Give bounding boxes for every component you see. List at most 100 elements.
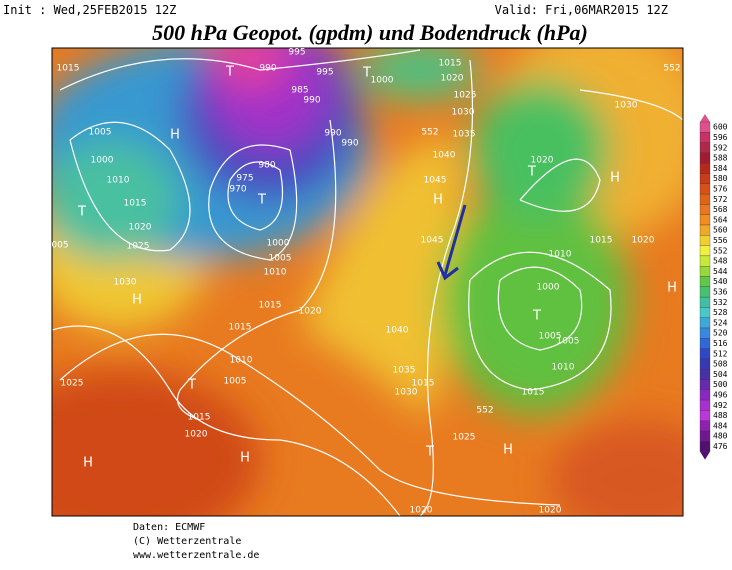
footer-source: Daten: ECMWF — [133, 522, 205, 533]
colorbar-swatch — [699, 327, 711, 339]
colorbar-label: 596 — [713, 133, 728, 142]
colorbar-swatch — [699, 204, 711, 215]
colorbar-label: 588 — [713, 154, 728, 163]
colorbar-swatch — [699, 183, 711, 195]
map-label: 1010 — [264, 268, 287, 278]
map-label: T — [225, 65, 234, 80]
colorbar-swatch — [699, 224, 711, 236]
colorbar-label: 600 — [713, 123, 728, 132]
colorbar-label: 528 — [713, 308, 728, 317]
colorbar-swatch — [699, 152, 711, 164]
colorbar-swatch — [699, 410, 711, 421]
map-label: 552 — [663, 64, 680, 74]
valid-time: Valid: Fri,06MAR2015 12Z — [495, 3, 668, 17]
map-label: 1030 — [114, 278, 137, 288]
colorbar-swatch — [699, 348, 711, 360]
colorbar-top — [700, 114, 710, 122]
map-label: 1035 — [453, 130, 476, 140]
map-label: 1005 — [539, 332, 562, 342]
map-label: 985 — [291, 86, 308, 96]
map-label: 1005 — [224, 377, 247, 387]
map-label: H — [240, 451, 250, 466]
colorbar-swatch — [699, 420, 711, 432]
map-label: 995 — [288, 48, 305, 58]
map-label: 1015 — [188, 413, 211, 423]
colorbar-label: 488 — [713, 411, 728, 420]
map-label: H — [83, 456, 93, 471]
colorbar-swatch — [699, 121, 711, 133]
map-label: 1010 — [549, 250, 572, 260]
colorbar-label: 580 — [713, 174, 728, 183]
map-label: 552 — [476, 406, 493, 416]
colorbar-swatch — [699, 276, 711, 287]
map-label: 1015 — [57, 64, 80, 74]
map-label: T — [362, 66, 371, 81]
colorbar-swatch — [699, 163, 711, 174]
map — [52, 48, 683, 516]
colorbar-label: 520 — [713, 329, 728, 338]
map-label: H — [132, 293, 142, 308]
map-label: 1025 — [453, 433, 476, 443]
footer-copyright: (C) Wetterzentrale — [133, 536, 241, 547]
colorbar-swatch — [699, 358, 711, 370]
map-label: 990 — [341, 139, 358, 149]
colorbar-label: 572 — [713, 195, 728, 204]
colorbar-swatch — [699, 307, 711, 318]
colorbar-label: 548 — [713, 257, 728, 266]
colorbar-swatch — [699, 193, 711, 205]
map-label: H — [433, 193, 443, 208]
colorbar-label: 492 — [713, 401, 728, 410]
title: 500 hPa Geopot. (gpdm) und Bodendruck (h… — [152, 20, 588, 45]
colorbar-label: 484 — [713, 421, 728, 430]
colorbar-label: 568 — [713, 205, 728, 214]
map-label: 1005 — [269, 254, 292, 264]
colorbar-swatch — [699, 317, 711, 329]
map-label: 1025 — [454, 91, 477, 101]
map-label: 1040 — [386, 326, 409, 336]
map-label: 1005 — [89, 128, 112, 138]
colorbar-swatch — [699, 142, 711, 154]
colorbar-swatch — [699, 430, 711, 442]
colorbar-label: 552 — [713, 246, 728, 255]
map-label: H — [503, 443, 513, 458]
map-label: 1020 — [299, 307, 322, 317]
map-label: 1015 — [124, 199, 147, 209]
colorbar-swatch — [699, 266, 711, 277]
map-label: 1005 — [557, 337, 580, 347]
map-label: 1010 — [107, 176, 130, 186]
map-label: H — [170, 128, 180, 143]
map-label: 1020 — [441, 74, 464, 84]
map-label: T — [187, 378, 196, 393]
map-label: 1035 — [393, 366, 416, 376]
map-label: 1015 — [259, 301, 282, 311]
map-label: 1045 — [421, 236, 444, 246]
map-label: 1020 — [410, 506, 433, 516]
map-label: 1030 — [615, 101, 638, 111]
map-label: T — [257, 193, 266, 208]
colorbar-swatch — [699, 286, 711, 298]
colorbar-label: 544 — [713, 267, 728, 276]
map-label: 1020 — [632, 236, 655, 246]
colorbar-swatch — [699, 214, 711, 226]
map-label: T — [532, 309, 541, 324]
map-label: 552 — [421, 128, 438, 138]
map-label: 990 — [259, 64, 276, 74]
colorbar-swatch — [699, 255, 711, 267]
colorbar-swatch — [699, 338, 711, 349]
map-label: 1020 — [539, 506, 562, 516]
colorbar-swatch — [699, 389, 711, 401]
colorbar-swatch — [699, 399, 711, 411]
map-label: 1000 — [371, 76, 394, 86]
colorbar-label: 496 — [713, 390, 728, 399]
colorbar-label: 480 — [713, 432, 728, 441]
map-label: 1015 — [229, 323, 252, 333]
map-label: 1015 — [439, 59, 462, 69]
map-label: 1015 — [590, 236, 613, 246]
colorbar-swatch — [699, 245, 711, 257]
colorbar-swatch — [699, 369, 711, 380]
map-label: T — [425, 445, 434, 460]
map-label: 1000 — [537, 283, 560, 293]
map-label: 1020 — [185, 430, 208, 440]
